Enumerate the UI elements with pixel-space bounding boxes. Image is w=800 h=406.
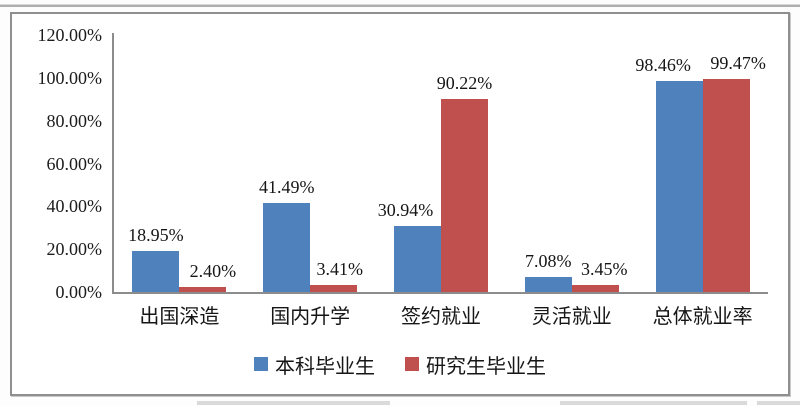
cropped-text-artifact xyxy=(560,401,747,405)
top-separator-line xyxy=(0,4,800,7)
cropped-text-artifact xyxy=(757,401,800,405)
cropped-text-artifact xyxy=(197,401,390,405)
chart-border-frame xyxy=(10,12,790,396)
